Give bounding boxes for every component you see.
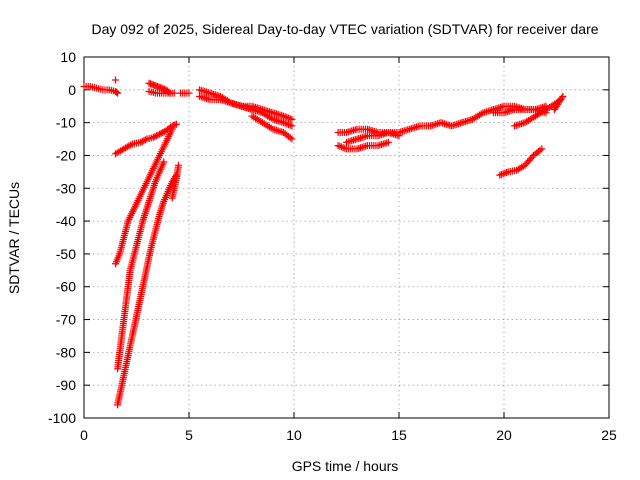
data-point — [156, 130, 164, 138]
data-point — [159, 128, 167, 136]
series-arc-1 — [80, 83, 122, 97]
plot-frame — [83, 56, 610, 419]
y-tick-label: -100 — [48, 410, 76, 426]
data-point — [285, 114, 293, 122]
y-tick-label: -10 — [56, 115, 76, 131]
data-point — [138, 138, 146, 146]
data-point — [558, 94, 566, 102]
series-arc-22 — [496, 145, 546, 179]
data-point — [559, 92, 567, 100]
data-point — [114, 89, 122, 97]
data-point — [112, 76, 119, 84]
series-arc-10 — [177, 89, 193, 97]
series-arc-14 — [248, 112, 296, 143]
data-point — [339, 144, 347, 152]
x-tick-label: 0 — [80, 427, 88, 443]
y-tick-label: -80 — [56, 344, 76, 360]
data-point — [140, 137, 148, 145]
series-arc-7 — [168, 161, 182, 202]
y-tick-label: -90 — [56, 377, 76, 393]
data-point — [497, 170, 505, 178]
data-point — [286, 121, 294, 129]
y-tick-label: -70 — [56, 312, 76, 328]
series-arc-21 — [550, 92, 567, 114]
data-point — [496, 171, 504, 179]
data-point — [503, 169, 511, 177]
data-point — [168, 125, 176, 133]
data-point — [286, 134, 294, 142]
data-point — [528, 153, 536, 161]
data-point — [137, 138, 145, 146]
data-point — [385, 138, 392, 146]
data-point — [152, 132, 160, 140]
data-point — [149, 133, 157, 141]
series-arc-4 — [112, 125, 176, 268]
x-tick-label: 20 — [496, 427, 512, 443]
x-tick-label: 10 — [286, 427, 302, 443]
data-point — [175, 161, 182, 169]
data-point — [185, 89, 193, 97]
data-point — [536, 146, 544, 154]
data-point — [154, 131, 162, 139]
data-point — [341, 144, 349, 152]
data-point — [286, 115, 294, 123]
y-tick-label: -60 — [56, 279, 76, 295]
series-arc-2 — [112, 76, 119, 84]
data-point — [160, 158, 168, 166]
series-arc-6 — [114, 171, 180, 409]
x-tick-label: 5 — [185, 427, 193, 443]
series-arc-13 — [227, 99, 296, 123]
data-point — [538, 145, 546, 153]
data-point — [288, 135, 296, 143]
data-point — [334, 142, 342, 150]
x-axis-label: GPS time / hours — [292, 458, 399, 474]
data-point — [280, 112, 287, 120]
y-tick-label: -30 — [56, 180, 76, 196]
data-point — [337, 143, 345, 151]
y-tick-label: -40 — [56, 213, 76, 229]
data-point — [281, 119, 289, 127]
data-point — [141, 136, 149, 144]
series-arc-9 — [145, 87, 178, 97]
y-tick-label: 0 — [68, 82, 76, 98]
data-point — [336, 142, 344, 150]
y-tick-label: -20 — [56, 147, 76, 163]
data-point — [157, 129, 165, 137]
y-tick-label: -50 — [56, 246, 76, 262]
data-point — [501, 169, 509, 177]
x-tick-label: 25 — [601, 427, 617, 443]
series-arc-8 — [145, 79, 174, 97]
series-arc-16 — [334, 138, 392, 153]
data-point — [172, 120, 180, 128]
series-arc-12 — [196, 92, 256, 114]
data-point — [280, 119, 287, 127]
data-point — [170, 89, 178, 97]
data-point — [283, 113, 291, 121]
data-point — [151, 133, 159, 141]
data-points — [80, 76, 567, 409]
y-tick-label: 10 — [60, 49, 76, 65]
data-point — [283, 120, 291, 128]
data-point — [288, 115, 296, 123]
series-arc-5 — [114, 158, 168, 373]
data-point — [113, 88, 121, 96]
y-axis-label: SDTVAR / TECUs — [6, 182, 22, 294]
data-point — [281, 113, 289, 121]
data-point — [285, 121, 293, 129]
data-point — [499, 170, 507, 178]
grid-layer — [84, 57, 609, 418]
series-arc-3 — [112, 120, 180, 158]
data-point — [127, 141, 135, 149]
chart-title: Day 092 of 2025, Sidereal Day-to-day VTE… — [91, 21, 598, 37]
data-point — [288, 122, 296, 130]
x-tick-label: 15 — [391, 427, 407, 443]
